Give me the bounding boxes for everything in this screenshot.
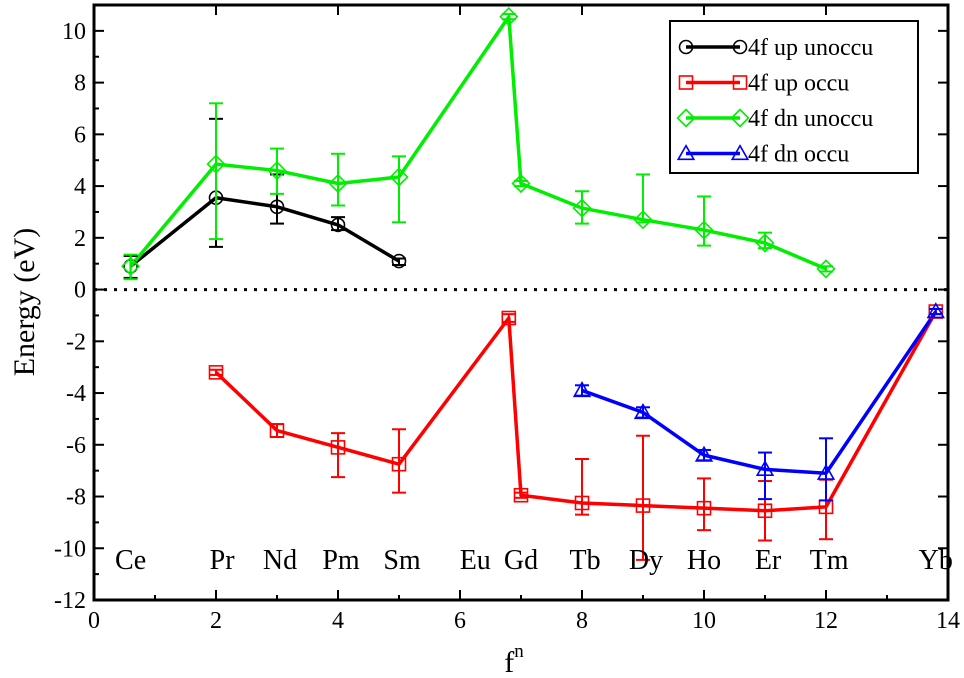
data-point-4f-dn-occu <box>694 445 714 462</box>
element-label: Dy <box>629 545 663 576</box>
legend-marker <box>676 144 696 161</box>
element-label: Gd <box>504 545 538 576</box>
data-point-4f-up-occu <box>574 495 590 511</box>
legend-marker <box>732 39 748 55</box>
data-point-4f-up-occu <box>635 498 651 513</box>
x-tick-label: 6 <box>454 608 466 634</box>
element-label: Pm <box>322 545 360 576</box>
data-point-4f-up-occu <box>391 456 407 472</box>
element-label: Pr <box>210 545 236 576</box>
series-line-4f-dn-unoccu <box>129 14 827 271</box>
legend-label: 4f up unoccu <box>748 35 873 61</box>
data-point-4f-up-occu <box>330 440 346 455</box>
element-label: Sm <box>383 545 421 576</box>
element-label: Tb <box>569 545 600 576</box>
legend-marker <box>678 39 694 55</box>
x-axis-title-superscript: n <box>514 641 524 662</box>
data-point-4f-dn-occu <box>926 302 945 319</box>
data-point-4f-up-unoccu <box>330 217 346 233</box>
y-tick-label: 0 <box>74 278 86 304</box>
data-point-4f-up-occu <box>269 423 285 438</box>
data-point-4f-up-unoccu <box>269 199 285 215</box>
data-point-4f-dn-occu <box>816 463 836 480</box>
series-line-4f-up-occu <box>214 310 938 513</box>
x-axis-title-base: f <box>504 646 514 678</box>
element-label: Nd <box>263 545 297 576</box>
data-point-4f-up-occu <box>757 503 773 519</box>
data-point-4f-dn-unoccu <box>328 173 348 194</box>
data-point-4f-dn-unoccu <box>755 233 775 253</box>
data-point-4f-dn-unoccu <box>633 210 653 230</box>
legend-label: 4f dn occu <box>748 142 849 168</box>
legend: 4f up unoccu 4f up occu 4f dn unoccu 4f dn … <box>669 20 919 174</box>
element-label: Tm <box>810 545 849 576</box>
y-tick-label: 4 <box>74 174 86 200</box>
legend-label: 4f up occu <box>748 71 849 97</box>
y-tick-label: 6 <box>74 122 86 148</box>
element-label: Er <box>755 545 782 576</box>
data-point-4f-dn-unoccu <box>572 198 592 218</box>
series-line-4f-up-unoccu <box>129 195 400 268</box>
x-tick-label: 14 <box>936 608 960 634</box>
x-axis-title: fn <box>504 641 524 678</box>
y-tick-label: -2 <box>66 329 86 355</box>
data-point-4f-up-unoccu <box>391 253 407 269</box>
legend-marker <box>678 75 694 90</box>
data-point-4f-dn-occu <box>572 381 592 398</box>
x-tick-label: 2 <box>210 608 222 634</box>
data-point-4f-up-occu <box>513 487 529 503</box>
data-point-4f-dn-unoccu <box>121 256 141 276</box>
y-tick-label: -12 <box>54 588 86 614</box>
data-point-4f-dn-unoccu <box>499 7 519 27</box>
legend-marker <box>730 108 750 128</box>
y-tick-label: -10 <box>54 536 86 562</box>
y-tick-label: -4 <box>66 381 86 407</box>
data-point-4f-dn-unoccu <box>511 173 531 194</box>
data-point-4f-dn-occu <box>755 459 775 477</box>
x-tick-label: 12 <box>814 608 838 634</box>
data-point-4f-dn-unoccu <box>206 154 226 174</box>
legend-marker <box>676 108 696 128</box>
data-point-4f-up-occu <box>208 365 224 380</box>
y-tick-label: 2 <box>74 226 86 252</box>
y-tick-label: -8 <box>66 485 86 511</box>
y-axis-title: Energy (eV) <box>8 228 41 377</box>
data-point-4f-dn-occu <box>633 403 653 420</box>
y-tick-label: 10 <box>62 19 86 45</box>
element-label: Ho <box>687 545 721 576</box>
data-point-4f-up-occu <box>696 500 712 516</box>
element-label: Ce <box>115 545 146 576</box>
data-point-4f-dn-unoccu <box>816 259 836 279</box>
data-point-4f-dn-unoccu <box>694 220 714 240</box>
x-tick-label: 4 <box>332 608 344 634</box>
series-line-4f-dn-occu <box>581 310 938 475</box>
legend-marker <box>732 75 748 90</box>
legend-label: 4f dn unoccu <box>748 106 873 132</box>
element-label: Eu <box>460 545 491 576</box>
y-tick-label: -6 <box>66 433 86 459</box>
x-tick-label: 8 <box>576 608 588 634</box>
x-tick-label: 10 <box>692 608 716 634</box>
data-point-4f-dn-unoccu <box>389 167 409 187</box>
data-point-4f-dn-unoccu <box>267 160 287 181</box>
data-point-4f-up-occu <box>501 310 517 326</box>
legend-marker <box>730 144 750 161</box>
y-tick-label: 8 <box>74 71 86 97</box>
x-tick-label: 0 <box>88 608 100 634</box>
